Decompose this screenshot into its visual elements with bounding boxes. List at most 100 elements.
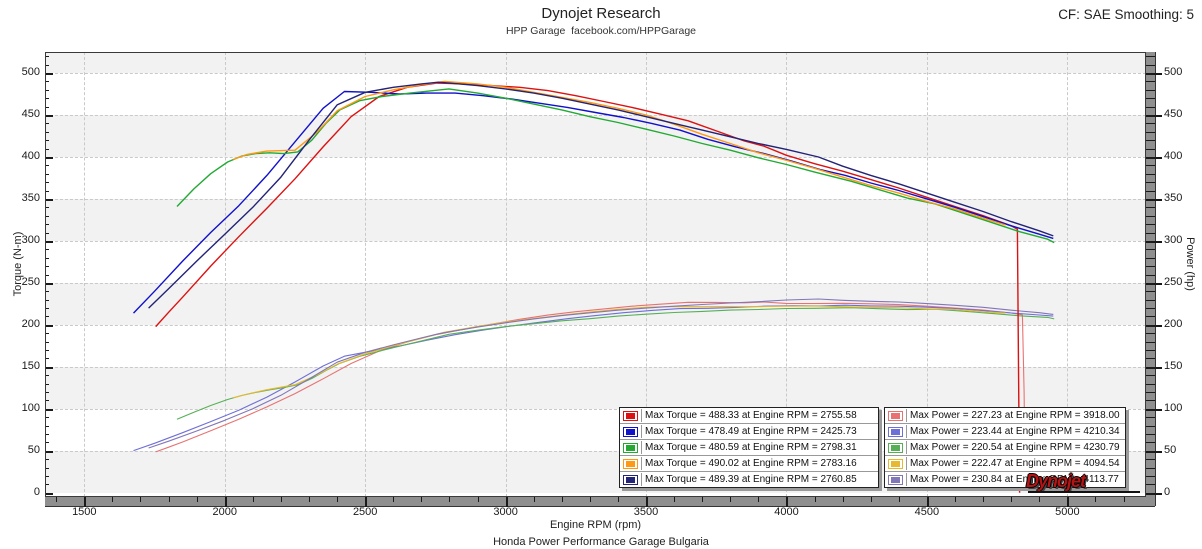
legend-label: Max Power = 223.44 at Engine RPM = 4210.…	[906, 425, 1120, 438]
y-tick-right	[1146, 81, 1155, 83]
legend-label: Max Torque = 490.02 at Engine RPM = 2783…	[641, 457, 857, 470]
hgrid	[45, 114, 1146, 116]
y-tick-left	[45, 81, 49, 83]
y-tick-right	[1146, 467, 1155, 469]
y-tick-left	[45, 182, 49, 184]
y-tick-right	[1146, 299, 1155, 301]
y-tick-left	[45, 492, 53, 495]
legend-swatch-fill	[626, 460, 635, 467]
x-tick	[842, 497, 844, 502]
hgrid	[45, 282, 1146, 284]
y-tick-left	[45, 299, 49, 301]
y-tick-right	[1146, 266, 1155, 268]
y-tick-left	[45, 316, 49, 318]
x-tick	[926, 497, 929, 507]
power-axis-title: Power (hp)	[1184, 237, 1196, 291]
y-tick-left	[45, 383, 49, 385]
legend-swatch-fill	[891, 444, 900, 451]
y-tick-left	[45, 224, 49, 226]
y-tick-label-left: 250	[21, 275, 40, 288]
y-tick-left	[45, 324, 53, 327]
y-tick-left	[45, 140, 49, 142]
dynojet-logo: Dynojet	[1026, 471, 1146, 496]
x-tick	[898, 497, 900, 502]
y-tick-left	[45, 215, 49, 217]
y-tick-right	[1146, 106, 1155, 108]
y-tick-right	[1146, 442, 1155, 444]
y-tick-right	[1146, 257, 1155, 259]
run3-power-curve	[176, 307, 1055, 420]
vgrid	[1067, 52, 1069, 497]
legend-swatch-fill	[891, 476, 900, 483]
footer-caption: Honda Power Performance Garage Bulgaria	[493, 536, 709, 548]
y-tick-label-right: 0	[1164, 485, 1171, 498]
y-tick-right	[1146, 450, 1162, 453]
y-tick-left	[45, 392, 49, 394]
y-tick-left	[45, 106, 49, 108]
run5-torque-curve	[148, 81, 1054, 309]
correction-smoothing-label: CF: SAE Smoothing: 5	[1058, 7, 1194, 22]
x-tick	[646, 497, 649, 507]
y-tick-left	[45, 434, 49, 436]
y-tick-right	[1146, 291, 1155, 293]
legend-swatch-fill	[891, 460, 900, 467]
x-tick	[1067, 497, 1070, 507]
y-tick-right	[1146, 274, 1155, 276]
y-tick-left	[45, 64, 49, 66]
legend-swatch-fill	[626, 412, 635, 419]
y-tick-right	[1146, 165, 1155, 167]
legend-row: Max Power = 223.44 at Engine RPM = 4210.…	[885, 424, 1125, 440]
run2-torque-curve	[132, 90, 1054, 314]
x-tick	[196, 497, 198, 502]
y-tick-right	[1146, 434, 1155, 436]
y-tick-left	[45, 366, 53, 369]
y-tick-left	[45, 240, 53, 243]
x-tick	[589, 497, 591, 502]
hgrid	[45, 366, 1146, 368]
y-tick-left	[45, 266, 49, 268]
x-tick	[561, 497, 563, 502]
y-tick-right	[1146, 182, 1155, 184]
x-tick	[758, 497, 760, 502]
vgrid	[646, 52, 648, 497]
legend-label: Max Power = 227.23 at Engine RPM = 3918.…	[906, 409, 1120, 422]
y-tick-right	[1146, 392, 1155, 394]
x-axis-title: Engine RPM (rpm)	[549, 519, 642, 531]
x-tick	[168, 497, 170, 502]
legend-label: Max Torque = 480.59 at Engine RPM = 2798…	[641, 441, 857, 454]
hgrid	[45, 156, 1146, 158]
y-tick-right	[1146, 484, 1155, 486]
x-tick	[1123, 497, 1125, 502]
legend-label: Max Power = 222.47 at Engine RPM = 4094.…	[906, 457, 1120, 470]
dyno-curves	[132, 80, 1055, 493]
y-tick-label-left: 300	[21, 233, 40, 246]
run4-torque-curve	[232, 80, 1006, 226]
x-tick	[84, 497, 87, 507]
legend-row: Max Power = 220.54 at Engine RPM = 4230.…	[885, 440, 1125, 456]
y-tick-right	[1146, 64, 1155, 66]
y-tick-left	[45, 148, 49, 150]
vgrid	[926, 52, 928, 497]
legend-label: Max Power = 220.54 at Engine RPM = 4230.…	[906, 441, 1120, 454]
x-tick	[1039, 497, 1041, 502]
y-tick-left	[45, 249, 49, 251]
y-tick-left	[45, 207, 49, 209]
y-tick-right	[1146, 215, 1155, 217]
y-tick-right	[1146, 476, 1155, 477]
y-tick-left	[45, 358, 49, 360]
y-tick-label-right: 200	[1164, 317, 1183, 330]
y-tick-left	[45, 350, 49, 352]
x-tick	[1095, 497, 1097, 502]
run1-torque-curve	[155, 82, 1021, 493]
y-tick-right	[1146, 131, 1155, 133]
legend-row: Max Torque = 488.33 at Engine RPM = 2755…	[620, 408, 878, 424]
y-tick-left	[45, 114, 53, 117]
x-tick	[983, 497, 985, 502]
y-tick-left	[45, 375, 49, 377]
legend-row: Max Power = 222.47 at Engine RPM = 4094.…	[885, 456, 1125, 472]
page-title: Dynojet Research	[541, 5, 661, 22]
run3-torque-curve	[176, 88, 1055, 244]
y-tick-right	[1146, 324, 1162, 327]
y-tick-left	[45, 165, 49, 167]
page-subtitle: HPP Garage facebook.com/HPPGarage	[505, 25, 697, 37]
